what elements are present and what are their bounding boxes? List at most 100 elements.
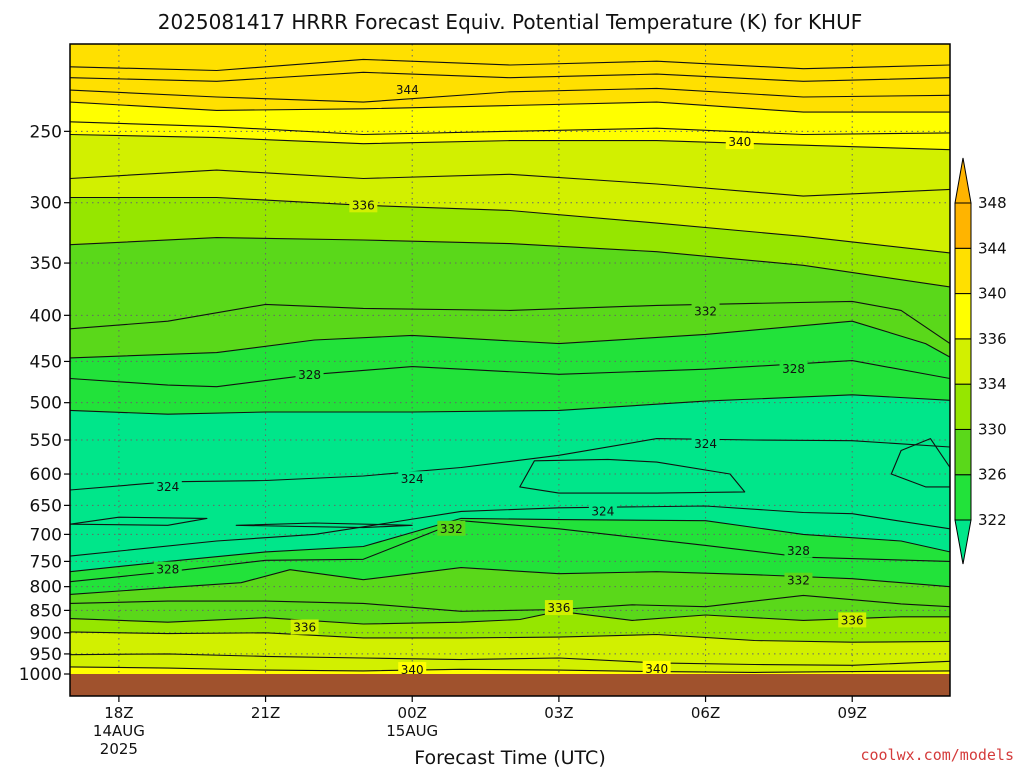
contour-324 bbox=[235, 522, 413, 529]
colorbar-segment-334 bbox=[954, 338, 972, 385]
colorbar-label-336: 336 bbox=[978, 330, 1007, 348]
contour-label-340: 340 bbox=[645, 662, 668, 676]
y-tick-label-250: 250 bbox=[30, 122, 62, 142]
colorbar-label-334: 334 bbox=[978, 375, 1007, 393]
contour-label-340: 340 bbox=[728, 135, 751, 149]
terrain-bar bbox=[70, 674, 950, 696]
colorbar: 322 326 330 334 336 340 344 348 bbox=[954, 157, 1007, 565]
contour-label-332: 332 bbox=[694, 304, 717, 318]
contour-label-bg bbox=[838, 612, 867, 628]
contour-label-336: 336 bbox=[293, 621, 316, 635]
contour-340 bbox=[70, 653, 950, 666]
y-tick-label-950: 950 bbox=[30, 645, 62, 665]
contour-label-328: 328 bbox=[787, 544, 810, 558]
colorbar-label-340: 340 bbox=[978, 285, 1007, 303]
colorbar-label-326: 326 bbox=[978, 466, 1007, 484]
contour-330 bbox=[70, 320, 950, 359]
contour-label-bg bbox=[544, 600, 573, 616]
contour-344 bbox=[70, 101, 950, 113]
contour-label-324: 324 bbox=[156, 480, 179, 494]
contour-342 bbox=[70, 121, 950, 136]
colorbar-top-arrow bbox=[954, 157, 972, 204]
contour-348 bbox=[70, 58, 950, 72]
contour-label-328: 328 bbox=[156, 563, 179, 577]
x-tick-label-09Z: 09Z bbox=[838, 704, 867, 722]
colorbar-label-348: 348 bbox=[978, 194, 1007, 212]
y-tick-label-300: 300 bbox=[30, 194, 62, 214]
contour-label-bg bbox=[153, 561, 182, 577]
contour-326 bbox=[70, 505, 950, 557]
contour-338 bbox=[70, 169, 950, 197]
contour-label-bg bbox=[642, 660, 671, 676]
contour-332 bbox=[70, 300, 950, 345]
contour-labels: 344 340 336 332 328 328 324 324 324 324 332 328 328 3… bbox=[153, 82, 867, 678]
contour-label-bg bbox=[588, 503, 617, 519]
y-tick-label-450: 450 bbox=[30, 352, 62, 372]
colorbar-segment-322 bbox=[954, 474, 972, 521]
y-tick-label-550: 550 bbox=[30, 431, 62, 451]
x-tick-date-00Z: 15AUG bbox=[386, 722, 438, 740]
contour-label-324: 324 bbox=[694, 437, 717, 451]
y-tick-label-850: 850 bbox=[30, 601, 62, 621]
temperature-fill bbox=[70, 44, 950, 674]
contour-label-336: 336 bbox=[352, 198, 375, 212]
contour-label-bg bbox=[349, 197, 378, 213]
contour-324 bbox=[70, 516, 208, 526]
x-tick-label-18Z: 18Z bbox=[104, 704, 133, 722]
contour-338 bbox=[70, 631, 950, 643]
x-axis-title: Forecast Time (UTC) bbox=[414, 747, 605, 768]
colorbar-segment-336 bbox=[954, 293, 972, 340]
band-below-322 bbox=[891, 438, 950, 487]
y-tick-label-1000: 1000 bbox=[19, 665, 62, 685]
contour-label-336: 336 bbox=[841, 613, 864, 627]
contour-label-344: 344 bbox=[396, 83, 419, 97]
contour-322 bbox=[519, 458, 746, 494]
contour-330 bbox=[70, 520, 950, 583]
y-tick-label-650: 650 bbox=[30, 496, 62, 516]
contour-label-332: 332 bbox=[787, 574, 810, 588]
contour-label-332: 332 bbox=[440, 522, 463, 536]
contour-label-bg bbox=[295, 367, 324, 383]
plot-frame bbox=[69, 43, 951, 697]
contour-334 bbox=[70, 237, 950, 288]
x-tick-label-06Z: 06Z bbox=[691, 704, 720, 722]
contour-label-324: 324 bbox=[401, 472, 424, 486]
contour-label-336: 336 bbox=[547, 601, 570, 615]
colorbar-label-330: 330 bbox=[978, 420, 1007, 438]
credit-link[interactable]: coolwx.com/models bbox=[860, 746, 1014, 764]
colorbar-segment-330 bbox=[954, 383, 972, 430]
y-axis: 250 300 350 400 450 500 550 600 650 700 750 800 850 9… bbox=[19, 122, 70, 685]
contour-label-bg bbox=[784, 542, 813, 558]
contour-label-bg bbox=[691, 303, 720, 319]
contour-label-bg bbox=[393, 82, 422, 98]
colorbar-label-322: 322 bbox=[978, 511, 1007, 529]
contour-label-bg bbox=[784, 572, 813, 588]
x-tick-label-03Z: 03Z bbox=[544, 704, 573, 722]
y-tick-label-700: 700 bbox=[30, 525, 62, 545]
x-tick-date-18Z: 14AUG bbox=[93, 722, 145, 740]
contour-322 bbox=[890, 438, 950, 488]
contour-346 bbox=[70, 71, 950, 82]
contour-label-324: 324 bbox=[591, 504, 614, 518]
contour-label-bg bbox=[153, 478, 182, 494]
band-below-324 bbox=[70, 517, 207, 526]
y-tick-label-750: 750 bbox=[30, 552, 62, 572]
contour-label-bg bbox=[290, 619, 319, 635]
contour-label-340: 340 bbox=[401, 663, 424, 677]
contour-324 bbox=[70, 438, 950, 491]
y-tick-label-350: 350 bbox=[30, 254, 62, 274]
contour-label-bg bbox=[725, 134, 754, 150]
colorbar-segment-340 bbox=[954, 247, 972, 295]
chart-title: 2025081417 HRRR Forecast Equiv. Potentia… bbox=[158, 10, 863, 34]
contour-label-bg bbox=[398, 471, 427, 487]
y-tick-label-900: 900 bbox=[30, 624, 62, 644]
contour-label-bg bbox=[691, 436, 720, 452]
x-tick-year-18Z: 2025 bbox=[100, 740, 138, 758]
contour-label-328: 328 bbox=[782, 362, 805, 376]
colorbar-segment-326 bbox=[954, 428, 972, 476]
colorbar-segment-344 bbox=[954, 202, 972, 249]
y-tick-label-400: 400 bbox=[30, 306, 62, 326]
y-tick-label-800: 800 bbox=[30, 578, 62, 598]
